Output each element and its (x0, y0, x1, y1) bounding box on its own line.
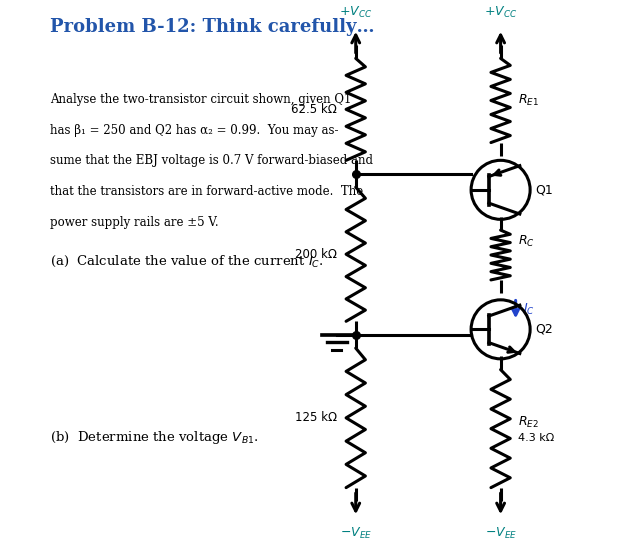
Text: 4.3 kΩ: 4.3 kΩ (518, 434, 554, 443)
Text: 62.5 kΩ: 62.5 kΩ (291, 103, 337, 116)
Text: has β₁ = 250 and Q2 has α₂ = 0.99.  You may as-: has β₁ = 250 and Q2 has α₂ = 0.99. You m… (50, 124, 338, 137)
Text: $+V_{CC}$: $+V_{CC}$ (339, 4, 372, 20)
Text: (b)  Determine the voltage $V_{B1}$.: (b) Determine the voltage $V_{B1}$. (50, 429, 259, 446)
Text: $-V_{EE}$: $-V_{EE}$ (339, 526, 372, 542)
Text: 200 kΩ: 200 kΩ (295, 248, 337, 261)
Text: (a)  Calculate the value of the current $I_C$.: (a) Calculate the value of the current $… (50, 254, 324, 269)
Text: $R_{E1}$: $R_{E1}$ (518, 93, 539, 108)
Text: that the transistors are in forward-active mode.  The: that the transistors are in forward-acti… (50, 185, 363, 198)
Text: 125 kΩ: 125 kΩ (295, 411, 337, 424)
Text: Q2: Q2 (536, 323, 553, 336)
Text: $R_C$: $R_C$ (518, 234, 534, 249)
Text: Q1: Q1 (536, 183, 553, 197)
Text: sume that the EBJ voltage is 0.7 V forward-biased and: sume that the EBJ voltage is 0.7 V forwa… (50, 155, 373, 168)
Text: $I_C$: $I_C$ (523, 302, 535, 317)
Text: $R_{E2}$: $R_{E2}$ (518, 414, 539, 430)
Text: $-V_{EE}$: $-V_{EE}$ (485, 526, 517, 542)
Text: power supply rails are ±5 V.: power supply rails are ±5 V. (50, 216, 218, 229)
Text: Analyse the two-transistor circuit shown, given Q1: Analyse the two-transistor circuit shown… (50, 93, 351, 106)
Text: $+V_{CC}$: $+V_{CC}$ (484, 4, 517, 20)
Text: Problem B-12: Think carefully…: Problem B-12: Think carefully… (50, 18, 375, 36)
